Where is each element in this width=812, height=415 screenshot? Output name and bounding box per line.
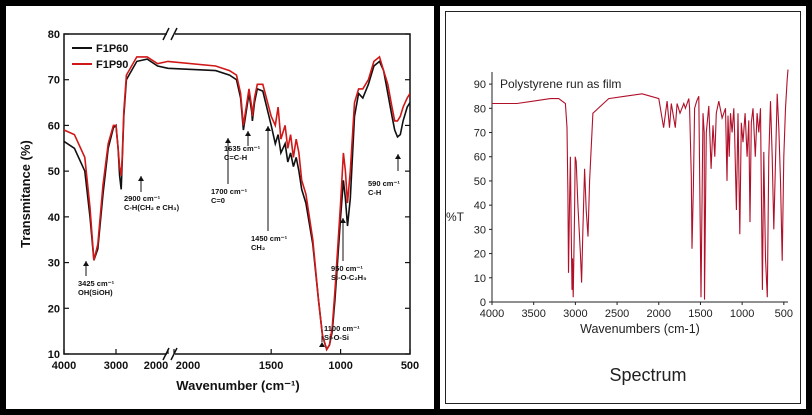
y-tick-label: 60 <box>48 120 60 132</box>
x-axis-label: Wavenumbers (cm-1) <box>580 322 700 336</box>
y-axis-label: Transmitance (%) <box>18 140 33 248</box>
annotation-arrowhead <box>395 154 401 159</box>
y-axis-label: %T <box>446 210 465 224</box>
y-tick-label: 20 <box>474 249 486 261</box>
y-tick-label: 40 <box>474 200 486 212</box>
left-chart-panel: 10 20 30 40 50 60 70 80 4000 3000 2000 2000 1500 1000… <box>6 6 434 409</box>
legend-label: F1P90 <box>96 59 128 71</box>
annotation-sublabel: Si-O-Si <box>324 333 349 342</box>
annotation-sublabel: CH₂ <box>251 243 265 252</box>
y-tick-label: 20 <box>48 303 60 315</box>
x-tick-label: 1500 <box>259 360 283 372</box>
annotation-arrowhead <box>340 218 346 223</box>
annotation-label: 2900 cm⁻¹ <box>124 194 161 203</box>
y-tick-label: 50 <box>474 176 486 188</box>
annotation-label: 1635 cm⁻¹ <box>224 144 261 153</box>
x-tick-label: 1000 <box>730 308 754 320</box>
spectrum-line <box>492 69 789 300</box>
y-tick-label: 10 <box>474 273 486 285</box>
annotation-label: 1100 cm⁻¹ <box>324 324 360 333</box>
axis-break-gap <box>167 348 175 360</box>
x-tick-label: 3000 <box>563 308 587 320</box>
annotation-arrowhead <box>225 138 231 143</box>
x-tick-label: 2500 <box>605 308 629 320</box>
annotation-arrowhead <box>245 131 251 136</box>
legend-label: F1P60 <box>96 43 128 55</box>
annotation-sublabel: C=0 <box>211 196 225 205</box>
x-tick-label: 2000 <box>176 360 200 372</box>
x-tick-label: 500 <box>775 308 793 320</box>
x-axis-label: Wavenumber (cm⁻¹) <box>176 378 299 393</box>
axis-break-gap <box>167 28 175 40</box>
annotation-sublabel: Si-O-C₂H₅ <box>331 273 367 282</box>
polystyrene-spectrum-chart: 0 10 20 30 40 50 60 70 80 90 4000 3500 3000 2500 2000 1… <box>446 69 793 385</box>
annotation-label: 590 cm⁻¹ <box>368 179 400 188</box>
x-tick-label: 3000 <box>104 360 128 372</box>
series-line-f1p90 <box>64 55 410 352</box>
y-tick-label: 40 <box>48 212 60 224</box>
y-tick-label: 90 <box>474 79 486 91</box>
x-tick-label: 2000 <box>144 360 168 372</box>
x-tick-label: 4000 <box>52 360 76 372</box>
x-tick-label: 4000 <box>480 308 504 320</box>
y-tick-label: 80 <box>474 103 486 115</box>
annotation-arrowhead <box>83 261 89 266</box>
axis-break-mark <box>170 27 178 41</box>
annotation-label: 1700 cm⁻¹ <box>211 187 248 196</box>
y-tick-label: 70 <box>474 128 486 140</box>
annotation-arrowhead <box>138 176 144 181</box>
y-tick-label: 80 <box>48 29 60 41</box>
annotation-sublabel: C-H <box>368 188 381 197</box>
annotation-sublabel: OH(SiOH) <box>78 288 113 297</box>
ftir-chart: 10 20 30 40 50 60 70 80 4000 3000 2000 2000 1500 1000… <box>18 27 419 393</box>
y-tick-label: 30 <box>48 258 60 270</box>
panel-border <box>445 11 801 404</box>
annotation-label: 3425 cm⁻¹ <box>78 279 115 288</box>
x-tick-label: 1000 <box>328 360 352 372</box>
x-tick-label: 500 <box>401 360 419 372</box>
x-tick-label: 2000 <box>647 308 671 320</box>
plot-frame <box>63 33 411 355</box>
y-tick-label: 0 <box>480 297 486 309</box>
y-tick-label: 70 <box>48 75 60 87</box>
annotation-sublabel: C-H(CH₂ e CH₃) <box>124 203 180 212</box>
annotation-sublabel: C=C-H <box>224 153 247 162</box>
y-tick-label: 60 <box>474 152 486 164</box>
x-tick-label: 1500 <box>688 308 712 320</box>
annotation-label: 1450 cm⁻¹ <box>251 234 288 243</box>
y-tick-label: 50 <box>48 166 60 178</box>
y-tick-label: 10 <box>48 349 60 361</box>
chart-title: Polystyrene run as film <box>500 77 621 91</box>
chart-subtitle: Spectrum <box>609 365 686 385</box>
annotation-arrowhead <box>265 126 271 131</box>
right-chart-panel: 0 10 20 30 40 50 60 70 80 90 4000 3500 3000 2500 2000 1… <box>440 6 806 409</box>
annotation-arrowhead <box>319 342 325 347</box>
x-tick-label: 3500 <box>521 308 545 320</box>
series-line-f1p60 <box>64 58 410 352</box>
y-tick-label: 30 <box>474 224 486 236</box>
axis-break-mark <box>162 27 170 41</box>
annotation-label: 950 cm⁻¹ <box>331 264 363 273</box>
